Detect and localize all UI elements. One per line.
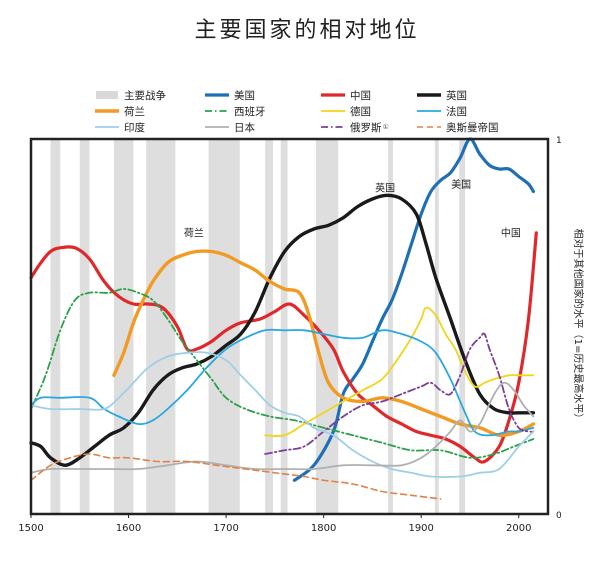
x-tick-label-5: 2000 xyxy=(506,523,531,534)
legend-label-uk: 英国 xyxy=(446,89,467,102)
legend-item-russia: 俄罗斯 ① xyxy=(320,119,389,135)
series-annotation-1: 英国 xyxy=(375,182,395,195)
legend-swatch-france xyxy=(417,110,441,112)
legend-swatch-china xyxy=(321,93,345,97)
series-line-0 xyxy=(292,137,535,482)
war-band-7 xyxy=(315,139,339,514)
legend-label-france: 法国 xyxy=(446,105,467,118)
plot-frame xyxy=(29,137,550,516)
legend-item-usa: 美国 xyxy=(204,87,255,103)
x-tick-label-1: 1600 xyxy=(116,523,141,534)
legend-item-netherlands: 荷兰 xyxy=(94,103,145,119)
series-line-4 xyxy=(30,288,535,459)
legend-swatch-war xyxy=(96,91,118,99)
war-band-10 xyxy=(459,139,466,514)
legend-swatch-japan xyxy=(205,126,229,128)
legend-footnote-mark: ① xyxy=(382,123,389,131)
series-annotation-0: 荷兰 xyxy=(184,227,204,240)
y-axis-label: 相对于其他国家的水平（1=历史最高水平） xyxy=(572,229,585,424)
legend-label-ottoman: 奥斯曼帝国 xyxy=(446,121,499,134)
war-band-9 xyxy=(434,139,439,514)
war-band-1 xyxy=(79,139,90,514)
legend-label-germany: 德国 xyxy=(350,105,371,118)
series-line-9 xyxy=(30,381,535,474)
series-line-7 xyxy=(264,332,535,455)
war-band-3 xyxy=(146,139,176,514)
series-line-10 xyxy=(30,453,442,500)
war-band-5 xyxy=(265,139,273,514)
legend-item-spain: 西班牙 xyxy=(204,103,266,119)
legend-label-netherlands: 荷兰 xyxy=(124,105,145,118)
legend-label-japan: 日本 xyxy=(234,121,255,134)
legend-item-china: 中国 xyxy=(320,87,371,103)
series-line-8 xyxy=(30,351,535,478)
legend-label-china: 中国 xyxy=(350,89,371,102)
legend-item-uk: 英国 xyxy=(416,87,467,103)
series-line-6 xyxy=(30,328,535,437)
y-tick-label-1: 1 xyxy=(556,136,562,146)
y-tick-label-0: 0 xyxy=(556,511,562,521)
legend-swatch-uk xyxy=(417,93,441,97)
legend-item-war: 主要战争 xyxy=(94,87,166,103)
legend-item-japan: 日本 xyxy=(204,119,255,135)
legend-item-ottoman: 奥斯曼帝国 xyxy=(416,119,499,135)
legend-swatch-spain xyxy=(205,110,229,112)
x-tick-label-0: 1500 xyxy=(18,523,43,534)
war-band-8 xyxy=(388,139,393,514)
legend-swatch-usa xyxy=(205,93,229,97)
war-period-bands xyxy=(50,139,466,514)
legend-swatch-ottoman xyxy=(417,126,441,128)
legend-item-france: 法国 xyxy=(416,103,467,119)
legend-swatch-germany xyxy=(321,110,345,112)
y-axis: 01 xyxy=(556,136,562,521)
legend-swatch-russia xyxy=(321,126,345,128)
legend-label-russia: 俄罗斯 xyxy=(350,121,382,134)
legend-swatch-india xyxy=(95,126,119,128)
legend-label-spain: 西班牙 xyxy=(234,105,266,118)
legend-label-india: 印度 xyxy=(124,121,145,134)
legend-swatch-netherlands xyxy=(95,109,119,113)
series-line-2 xyxy=(29,193,536,467)
x-tick-label-2: 1700 xyxy=(213,523,238,534)
series-line-3 xyxy=(112,249,536,438)
x-axis: 1500 1600 1700 1800 1900 2000 xyxy=(18,514,531,534)
series-annotation-3: 中国 xyxy=(501,227,521,240)
x-tick-label-4: 1900 xyxy=(408,523,433,534)
chart-title: 主要国家的相对地位 xyxy=(194,18,420,43)
series-lines xyxy=(29,137,538,500)
series-line-5 xyxy=(264,306,535,437)
legend-item-india: 印度 xyxy=(94,119,145,135)
war-band-0 xyxy=(50,139,61,514)
series-annotation-2: 美国 xyxy=(451,178,471,191)
war-band-6 xyxy=(280,139,288,514)
legend-item-germany: 德国 xyxy=(320,103,371,119)
legend-label-usa: 美国 xyxy=(234,89,255,102)
x-tick-label-3: 1800 xyxy=(311,523,336,534)
legend-label-war: 主要战争 xyxy=(124,89,166,102)
